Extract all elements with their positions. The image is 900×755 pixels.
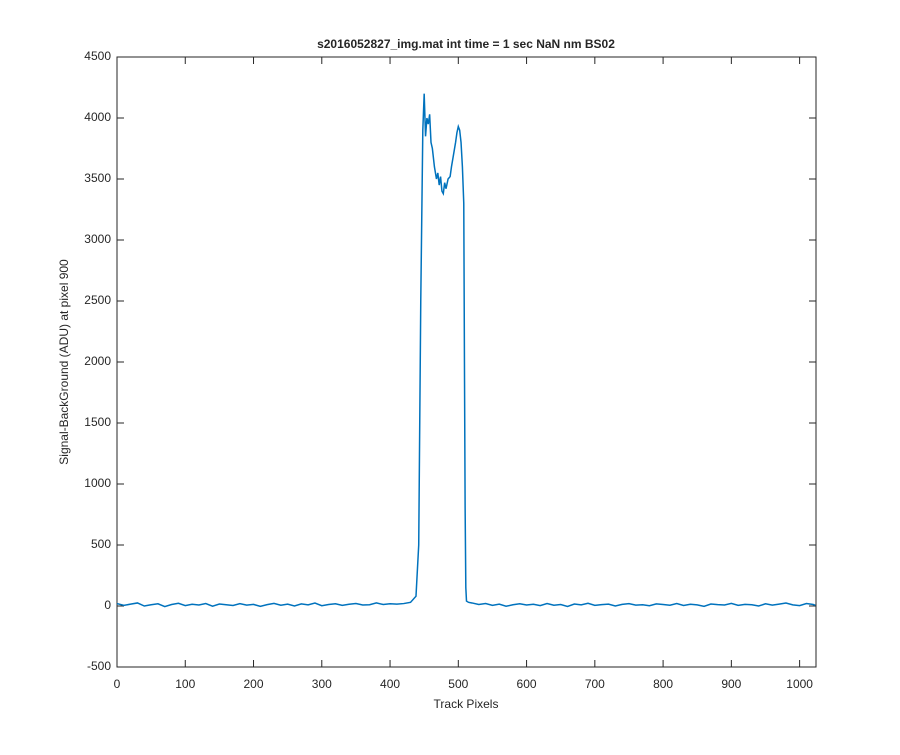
y-tick-label: 1000 [84, 476, 111, 490]
chart-title: s2016052827_img.mat int time = 1 sec NaN… [317, 37, 615, 51]
y-tick-label: 2500 [84, 293, 111, 307]
y-tick-label: 500 [91, 537, 111, 551]
x-tick-label: 0 [114, 677, 121, 691]
y-tick-label: 4500 [84, 49, 111, 63]
y-tick-label: 1500 [84, 415, 111, 429]
y-tick-label: 0 [104, 598, 111, 612]
x-axis-label: Track Pixels [434, 697, 499, 711]
x-tick-label: 200 [244, 677, 264, 691]
x-tick-label: 800 [653, 677, 673, 691]
y-tick-label: -500 [87, 659, 111, 673]
x-tick-label: 500 [448, 677, 468, 691]
x-tick-label: 600 [517, 677, 537, 691]
x-tick-label: 300 [312, 677, 332, 691]
y-axis-label: Signal-BackGround (ADU) at pixel 900 [57, 259, 71, 465]
y-tick-label: 3000 [84, 232, 111, 246]
x-tick-label: 1000 [786, 677, 813, 691]
x-tick-label: 400 [380, 677, 400, 691]
y-tick-label: 3500 [84, 171, 111, 185]
y-tick-label: 4000 [84, 110, 111, 124]
data-line [116, 93, 816, 608]
y-tick-label: 2000 [84, 354, 111, 368]
plot-area [116, 56, 817, 668]
x-tick-label: 100 [175, 677, 195, 691]
x-tick-label: 700 [585, 677, 605, 691]
x-tick-label: 900 [721, 677, 741, 691]
